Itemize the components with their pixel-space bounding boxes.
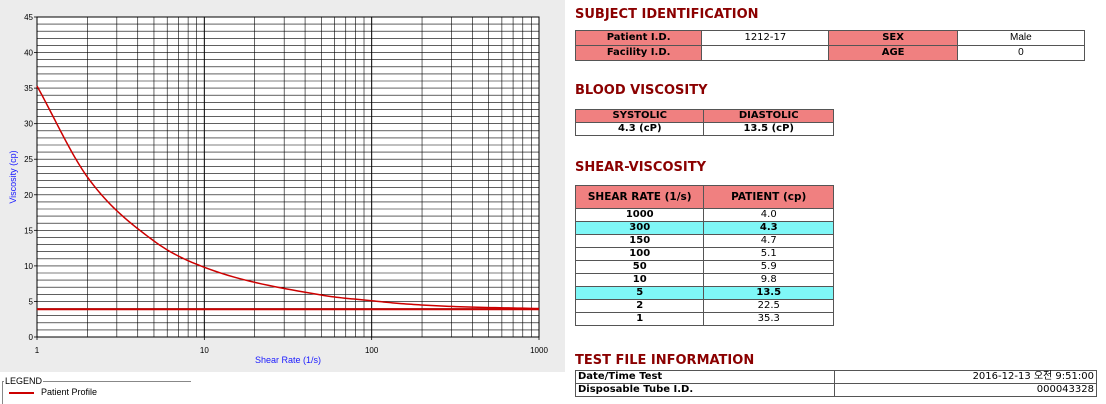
shear-row: 50 5.9 <box>574 260 834 274</box>
y-tick-label: 45 <box>24 13 33 22</box>
y-tick-label: 35 <box>24 84 33 93</box>
legend-swatch <box>9 392 34 394</box>
tube-id-value: 000043328 <box>833 383 1097 397</box>
tube-id-label: Disposable Tube I.D. <box>575 383 835 397</box>
shear-rate-cell: 50 <box>574 260 705 274</box>
shear-rate-cell: 10 <box>574 273 705 287</box>
sex-label: SEX <box>828 30 958 46</box>
patient-id-value: 1212-17 <box>701 30 830 46</box>
shear-rate-cell: 300 <box>574 221 705 235</box>
age-label: AGE <box>828 45 958 61</box>
y-axis-title: Viscosity (cp) <box>8 150 18 203</box>
y-tick-label: 5 <box>29 297 34 306</box>
legend: LEGEND Patient Profile <box>0 372 192 404</box>
shear-rate-cell: 2 <box>574 299 705 313</box>
sex-value: Male <box>956 30 1086 46</box>
grid <box>37 17 539 337</box>
date-time-value: 2016-12-13 오전 9:51:00 <box>833 370 1097 384</box>
shear-rate-cell: 150 <box>574 234 705 248</box>
patient-viscosity-cell: 4.7 <box>703 234 834 248</box>
blood-viscosity-title: BLOOD VISCOSITY <box>575 83 708 98</box>
systolic-label: SYSTOLIC <box>574 109 705 123</box>
patient-viscosity-cell: 5.1 <box>703 247 834 261</box>
y-tick-label: 10 <box>24 262 33 271</box>
x-tick-label: 10 <box>200 346 209 355</box>
series-line-patient-profile <box>36 85 540 310</box>
viscosity-chart: 0 5 10 15 20 25 30 35 40 45 1 10 100 1000 Shear Rate … <box>8 13 548 365</box>
subject-title: SUBJECT IDENTIFICATION <box>575 7 759 22</box>
y-tick-label: 40 <box>24 49 33 58</box>
y-tick-label: 30 <box>24 120 33 129</box>
chart-panel: 0 5 10 15 20 25 30 35 40 45 1 10 100 1000 Shear Rate … <box>0 0 565 372</box>
shear-viscosity-title: SHEAR-VISCOSITY <box>575 160 706 175</box>
shear-viscosity-table: SHEAR RATE (1/s) PATIENT (cp) 1000 4.0 300… <box>574 185 834 326</box>
systolic-value: 4.3 (cP) <box>574 122 705 136</box>
facility-id-value <box>701 45 830 61</box>
date-time-label: Date/Time Test <box>575 370 835 384</box>
patient-viscosity-cell: 4.0 <box>703 208 834 222</box>
y-tick-label: 15 <box>24 226 33 235</box>
series <box>36 85 540 311</box>
shear-rate-cell: 1000 <box>574 208 705 222</box>
subject-row-1: Patient I.D. 1212-17 SEX Male <box>574 30 1086 46</box>
subject-row-2: Facility I.D. AGE 0 <box>574 45 1086 61</box>
patient-viscosity-cell: 5.9 <box>703 260 834 274</box>
subject-table: Patient I.D. 1212-17 SEX Male Facility I… <box>574 30 1086 61</box>
shear-rate-header: SHEAR RATE (1/s) <box>574 185 705 209</box>
y-tick-label: 0 <box>29 333 34 342</box>
shear-row: 1000 4.0 <box>574 208 834 222</box>
blood-viscosity-table: SYSTOLIC DIASTOLIC 4.3 (cP) 13.5 (cP) <box>574 109 834 136</box>
shear-row: 1 35.3 <box>574 312 834 326</box>
test-file-table: Date/Time Test 2016-12-13 오전 9:51:00 Dis… <box>575 370 1097 397</box>
test-file-title: TEST FILE INFORMATION <box>575 353 755 368</box>
patient-id-label: Patient I.D. <box>574 30 703 46</box>
patient-viscosity-cell: 13.5 <box>703 286 834 300</box>
shear-row: 100 5.1 <box>574 247 834 261</box>
x-tick-label: 1000 <box>530 346 548 355</box>
patient-viscosity-cell: 4.3 <box>703 221 834 235</box>
tick-labels: 0 5 10 15 20 25 30 35 40 45 1 10 100 1000 <box>24 13 548 355</box>
patient-viscosity-cell: 9.8 <box>703 273 834 287</box>
shear-row: 5 13.5 <box>574 286 834 300</box>
shear-rows: 1000 4.0 300 4.3 150 4.7 100 5.1 50 5.9 10 9.8 5 13.5… <box>574 208 834 326</box>
shear-row: 300 4.3 <box>574 221 834 235</box>
patient-header: PATIENT (cp) <box>703 185 834 209</box>
shear-row: 2 22.5 <box>574 299 834 313</box>
x-tick-label: 1 <box>35 346 40 355</box>
diastolic-label: DIASTOLIC <box>703 109 834 123</box>
shear-row: 10 9.8 <box>574 273 834 287</box>
y-tick-label: 25 <box>24 155 33 164</box>
plot-area <box>36 16 540 338</box>
facility-id-label: Facility I.D. <box>574 45 703 61</box>
shear-rate-cell: 5 <box>574 286 705 300</box>
patient-viscosity-cell: 22.5 <box>703 299 834 313</box>
age-value: 0 <box>956 45 1086 61</box>
legend-title: LEGEND <box>4 376 44 386</box>
x-tick-label: 100 <box>365 346 379 355</box>
patient-viscosity-cell: 35.3 <box>703 312 834 326</box>
diastolic-value: 13.5 (cP) <box>703 122 834 136</box>
shear-row: 150 4.7 <box>574 234 834 248</box>
x-axis-title: Shear Rate (1/s) <box>255 355 321 365</box>
legend-frame <box>2 381 191 404</box>
legend-item-label: Patient Profile <box>41 387 98 397</box>
shear-rate-cell: 1 <box>574 312 705 326</box>
y-tick-label: 20 <box>24 191 33 200</box>
shear-rate-cell: 100 <box>574 247 705 261</box>
